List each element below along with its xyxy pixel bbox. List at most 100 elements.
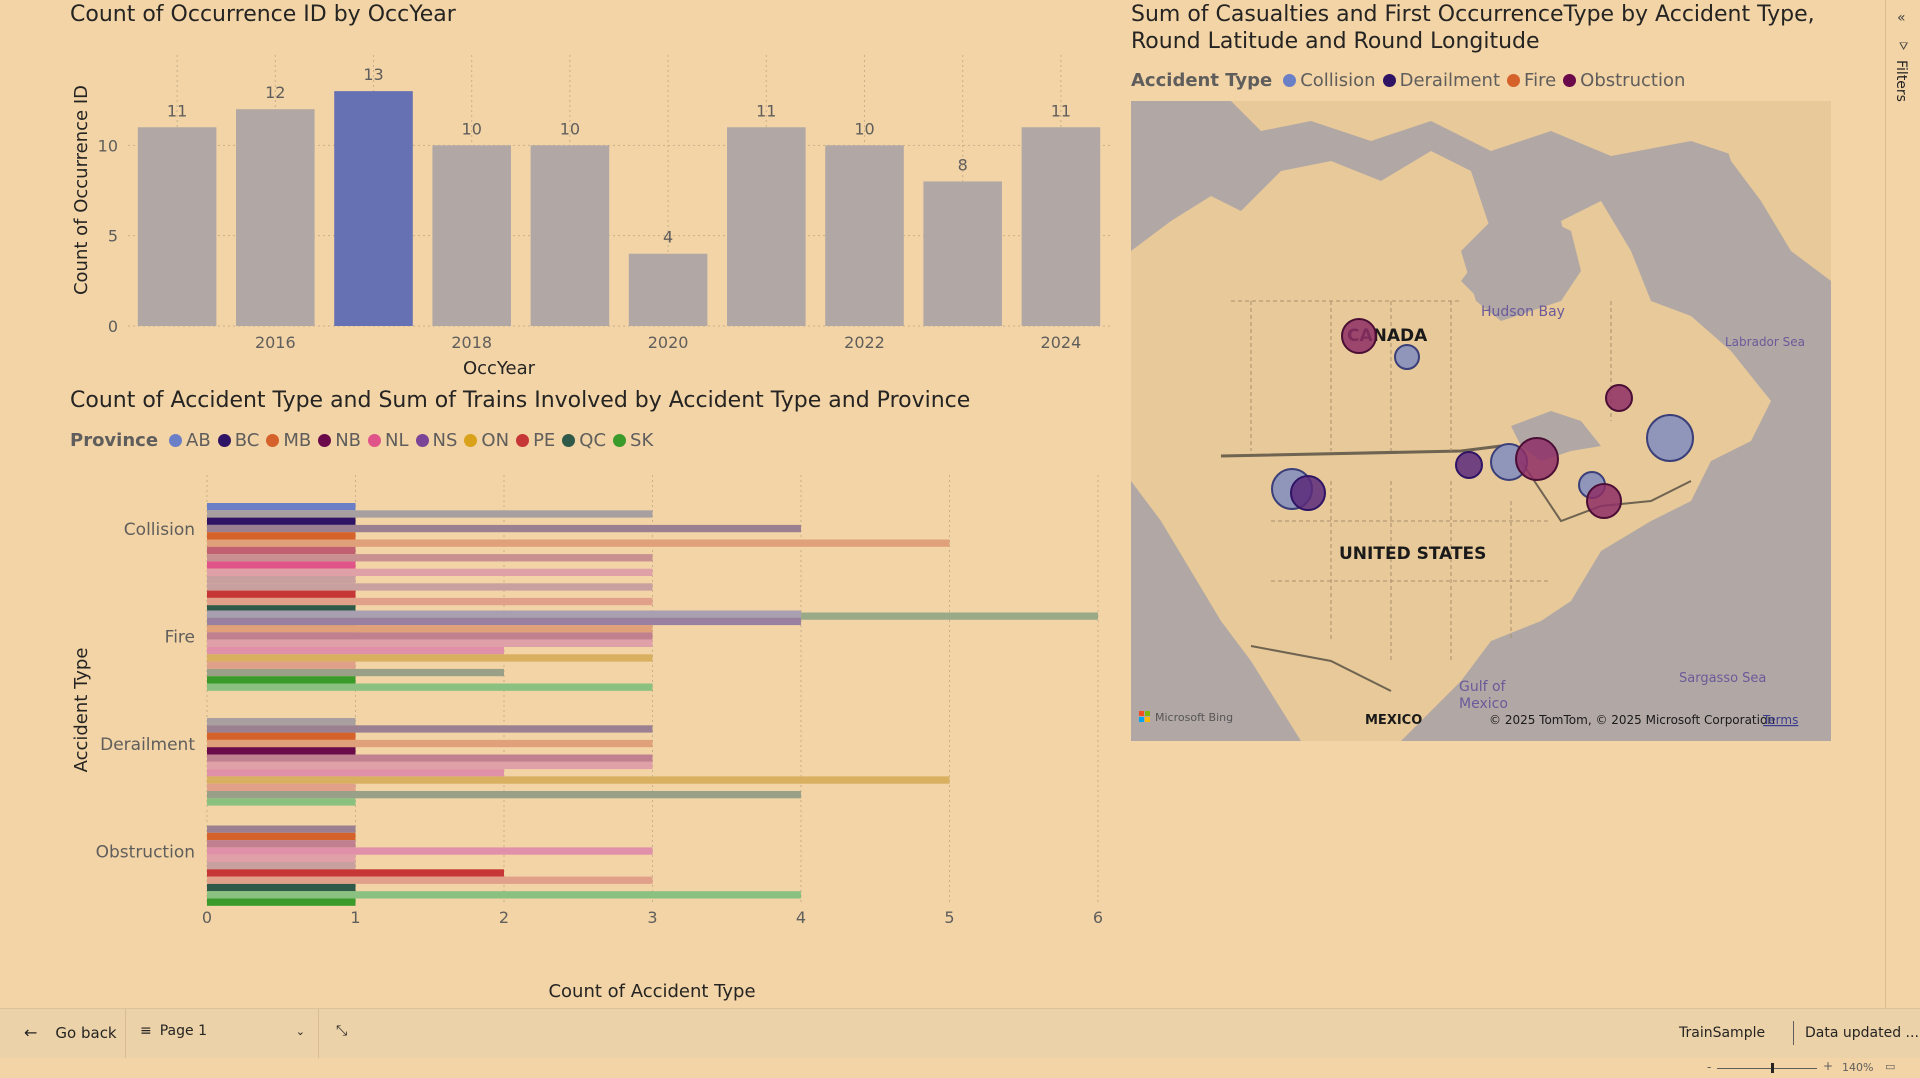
bar-collision[interactable] <box>207 568 653 576</box>
bar-fire[interactable] <box>207 647 504 655</box>
bar-fire[interactable] <box>207 683 653 691</box>
bar-collision[interactable] <box>207 561 356 569</box>
legend-item-nb[interactable]: NB <box>318 430 361 451</box>
legend-item-nl[interactable]: NL <box>368 430 409 451</box>
bar-collision[interactable] <box>207 532 356 540</box>
bar-2023[interactable] <box>923 181 1002 326</box>
zoom-out-button[interactable]: - <box>1707 1060 1712 1074</box>
bar-2019[interactable] <box>530 145 610 326</box>
bar-obstruction[interactable] <box>207 869 504 877</box>
bar-2018[interactable] <box>432 145 511 326</box>
bar-derailment[interactable] <box>207 798 356 806</box>
bar-derailment[interactable] <box>207 739 653 748</box>
bar-collision[interactable] <box>207 539 950 547</box>
bar-2022[interactable] <box>825 145 904 326</box>
legend-item-qc[interactable]: QC <box>562 430 606 451</box>
legend-item-ab[interactable]: AB <box>169 430 211 451</box>
bubble-derailment[interactable] <box>1290 475 1326 511</box>
legend-item-obstruction[interactable]: Obstruction <box>1563 70 1685 91</box>
go-back-button[interactable]: ← Go back <box>24 1023 117 1042</box>
bar-derailment[interactable] <box>207 769 504 777</box>
accident-type-legend[interactable]: Accident Type Collision Derailment Fire Obs… <box>1131 70 1685 91</box>
filters-pane[interactable] <box>1885 0 1920 1008</box>
bar-fire[interactable] <box>207 661 356 669</box>
bubble-collision[interactable] <box>1394 344 1420 370</box>
data-updated-status[interactable]: Data updated ... <box>1805 1025 1919 1041</box>
bar-obstruction[interactable] <box>207 847 653 855</box>
bar-obstruction[interactable] <box>207 840 356 848</box>
legend-item-on[interactable]: ON <box>464 430 509 451</box>
bar-fire[interactable] <box>207 639 653 647</box>
bubble-obstruction[interactable] <box>1605 384 1633 412</box>
legend-item-derailment[interactable]: Derailment <box>1382 70 1500 91</box>
bar-collision[interactable] <box>207 605 356 613</box>
bar-derailment[interactable] <box>207 761 653 770</box>
bar-obstruction[interactable] <box>207 854 356 862</box>
bubble-derailment[interactable] <box>1455 451 1483 479</box>
bar-2024[interactable] <box>1021 127 1101 327</box>
bar-collision[interactable] <box>207 590 356 598</box>
occyear-bar-chart[interactable]: 0 5 10 11 12 2016 13 10 2018 10 4 2020 11 10 2022 8 11 20… <box>60 40 1120 380</box>
bar-obstruction[interactable] <box>207 862 356 870</box>
bar-derailment[interactable] <box>207 732 356 740</box>
bar-collision[interactable] <box>207 524 801 533</box>
bar-collision[interactable] <box>207 576 356 584</box>
bar-collision[interactable] <box>207 503 356 511</box>
bar-obstruction[interactable] <box>207 891 801 899</box>
bar-fire[interactable] <box>207 632 653 640</box>
bubble-obstruction[interactable] <box>1515 437 1559 481</box>
zoom-slider-handle[interactable] <box>1771 1063 1774 1073</box>
bar-2015[interactable] <box>137 127 217 327</box>
bar-derailment[interactable] <box>207 754 653 762</box>
bar-2021[interactable] <box>727 127 806 327</box>
bar-obstruction[interactable] <box>207 883 356 892</box>
bar-derailment[interactable] <box>207 776 950 784</box>
fit-page-icon[interactable]: ▭ <box>1885 1060 1896 1073</box>
filters-label[interactable]: Filters <box>1893 60 1909 102</box>
bubble-obstruction[interactable] <box>1586 483 1622 519</box>
bar-collision[interactable] <box>207 583 653 591</box>
bar-obstruction[interactable] <box>207 876 653 884</box>
page-selector[interactable]: ≡ Page 1 ⌄ <box>140 1023 305 1039</box>
bar-2016[interactable] <box>236 109 315 326</box>
bar-collision[interactable] <box>207 554 653 562</box>
map-visual[interactable]: CANADA UNITED STATES MEXICO Hudson Bay L… <box>1131 101 1831 741</box>
bar-collision[interactable] <box>207 546 356 555</box>
bubble-collision[interactable] <box>1646 414 1694 462</box>
legend-item-sk[interactable]: SK <box>613 430 653 451</box>
bar-obstruction[interactable] <box>207 832 356 841</box>
label-gulf: Gulf of <box>1459 679 1507 695</box>
legend-item-fire[interactable]: Fire <box>1507 70 1556 91</box>
bar-fire[interactable] <box>207 676 356 684</box>
bar-fire[interactable] <box>207 668 504 677</box>
province-legend[interactable]: Province AB BC MB NB NL NS ON PE QC SK <box>70 430 653 451</box>
legend-item-bc[interactable]: BC <box>217 430 259 451</box>
legend-item-collision[interactable]: Collision <box>1283 70 1376 91</box>
bar-derailment[interactable] <box>207 791 801 799</box>
zoom-in-button[interactable]: + <box>1823 1059 1834 1073</box>
bar-2020[interactable] <box>628 253 708 326</box>
zoom-slider-track[interactable] <box>1717 1068 1817 1069</box>
bar-collision[interactable] <box>207 517 356 525</box>
bar-derailment[interactable] <box>207 718 356 726</box>
bar-fire[interactable] <box>207 654 653 662</box>
bar-fire[interactable] <box>207 625 653 633</box>
bar-obstruction[interactable] <box>207 898 356 906</box>
bar-derailment[interactable] <box>207 725 653 733</box>
bar-2017[interactable] <box>334 91 413 326</box>
bar-derailment[interactable] <box>207 783 356 791</box>
collapse-filters-icon[interactable]: « <box>1897 10 1906 26</box>
bar-derailment[interactable] <box>207 747 356 755</box>
legend-item-mb[interactable]: MB <box>266 430 311 451</box>
bar-collision[interactable] <box>207 597 653 606</box>
bubble-obstruction[interactable] <box>1341 318 1377 354</box>
accident-type-bar-chart[interactable]: 0 1 2 3 4 5 6 Collision Fire Derailment Obstructio… <box>60 465 1120 1005</box>
legend-item-ns[interactable]: NS <box>415 430 457 451</box>
fit-to-page-button[interactable]: ⤡ <box>336 1023 347 1039</box>
bar-collision[interactable] <box>207 510 653 518</box>
bar-fire[interactable] <box>207 610 801 618</box>
map-terms-link[interactable]: Terms <box>1762 713 1798 727</box>
bar-fire[interactable] <box>207 617 801 626</box>
legend-item-pe[interactable]: PE <box>516 430 555 451</box>
bar-obstruction[interactable] <box>207 825 356 833</box>
